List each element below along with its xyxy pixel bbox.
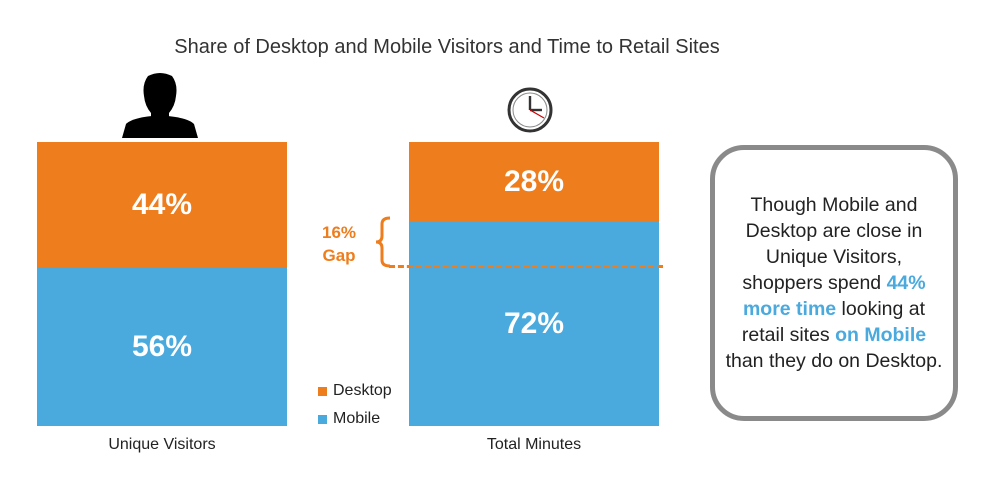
bar-total-minutes-desktop: 28% [409, 142, 659, 222]
data-label-total-minutes-desktop: 28% [503, 165, 565, 198]
legend-label-mobile: Mobile [333, 410, 381, 427]
gap-value: 16% [321, 223, 357, 242]
callout-text-part: than they do on Desktop. [725, 350, 943, 372]
data-label-unique-visitors-desktop: 44% [131, 187, 193, 221]
bar-total-minutes-mobile: 72% [409, 222, 659, 426]
gap-dashed-line [389, 265, 663, 268]
legend-item-desktop: Desktop [318, 382, 392, 400]
bar-unique-visitors-mobile: 56% [37, 267, 287, 426]
category-label-total-minutes: Total Minutes [486, 436, 582, 453]
gap-bracket [375, 216, 391, 268]
callout-text: Though Mobile and Desktop are close in U… [724, 192, 944, 374]
clock-icon [507, 87, 553, 133]
callout-box: Though Mobile and Desktop are close in U… [710, 145, 958, 421]
legend-swatch-mobile [318, 414, 327, 424]
person-silhouette-icon [122, 73, 198, 138]
data-label-unique-visitors-mobile: 56% [131, 329, 193, 363]
bar-unique-visitors-desktop: 44% [37, 142, 287, 267]
data-label-total-minutes-mobile: 72% [503, 307, 565, 340]
legend-swatch-desktop [318, 386, 327, 396]
callout-highlight-on-mobile: on Mobile [835, 324, 927, 346]
legend-item-mobile: Mobile [318, 410, 380, 428]
gap-word: Gap [322, 246, 356, 265]
gap-annotation-label: 16% Gap [300, 221, 378, 267]
chart-title: Share of Desktop and Mobile Visitors and… [174, 36, 720, 58]
callout-text-part: Though Mobile and Desktop are close in U… [742, 194, 923, 294]
category-label-unique-visitors: Unique Visitors [108, 436, 216, 453]
legend-label-desktop: Desktop [333, 382, 392, 399]
callout-text-part: looking at retail sites [741, 298, 926, 346]
callout-highlight-more-time: 44% more time [742, 272, 926, 320]
